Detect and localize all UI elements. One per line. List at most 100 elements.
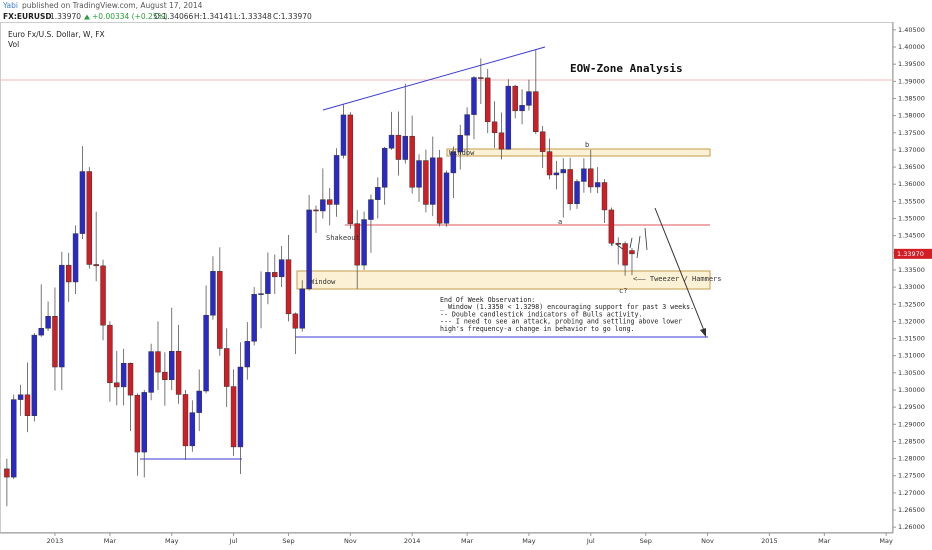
candle-body [100,265,106,326]
x-tick-label: Jul [586,537,595,545]
candle-body [533,91,539,132]
y-tick-label: 1.36000 [898,180,925,188]
y-tick-label: 1.32000 [898,317,925,325]
last-price: 1.33970 [50,12,81,21]
candle-body [162,371,168,380]
candle-body [148,351,154,393]
y-tick-label: 1.33500 [898,266,925,274]
annotation: c? [619,287,627,295]
symbol: FX:EURUSD [3,12,52,21]
candle-body [175,350,182,395]
projection-arrow [654,207,706,334]
candle-body [402,135,409,160]
x-tick-label: Mar [818,537,831,545]
x-tick-label: 2014 [404,537,421,545]
y-tick-label: 1.39000 [898,77,925,85]
candle-body [560,169,566,174]
candle-body [539,131,546,152]
y-tick-label: 1.37500 [898,129,925,137]
candle-body [333,155,340,205]
candle-body [388,134,395,149]
y-tick-label: 1.33000 [898,283,925,291]
candle-body [594,182,601,188]
candle-body [601,182,608,211]
window-zone [296,270,711,290]
candle-body [491,121,498,134]
candle-body [65,264,72,283]
candle-body [553,172,560,176]
candle-body [574,181,580,205]
candle-body [45,316,51,329]
y-tick-label: 1.30500 [898,369,925,377]
candle-body [155,351,161,373]
candle-body [196,390,202,413]
candle-body [127,362,134,396]
y-tick-label: 1.32500 [898,300,925,308]
candle-body [278,259,285,278]
candle-body [416,160,422,188]
y-tick-label: 1.35000 [898,215,925,223]
author[interactable]: Yabi [2,1,18,10]
candle-body [519,105,525,112]
candle-body [223,348,230,387]
annotation: b [585,141,589,149]
x-tick-label: Sep [640,537,652,545]
candle-body [285,259,292,315]
candle-body [484,77,491,123]
x-tick-label: Sep [282,537,294,545]
candle-body [512,85,518,112]
candle-body [182,394,189,447]
price-change: +0.00334 (+0.25%) [92,12,168,21]
y-tick-label: 1.31000 [898,352,925,360]
y-tick-label: 1.26500 [898,506,925,514]
candle-body [581,168,587,182]
y-tick-label: 1.34500 [898,232,925,240]
x-tick-label: 2013 [47,537,64,545]
candle-body [11,399,17,478]
candle-body [395,134,402,160]
candle-body [93,264,99,267]
candle-body [17,394,24,400]
candle-body [327,199,333,205]
x-tick-label: May [522,537,536,545]
candle-body [203,314,209,392]
x-tick-label: Nov [344,537,357,545]
note-line: high's frequency-a change in behavior to… [440,325,635,333]
candle-body [107,324,113,384]
price-tag-label: 1.33970 [897,250,924,258]
candle-body [251,294,257,342]
y-tick-label: 1.38500 [898,94,925,102]
x-tick-label: Jul [229,537,238,545]
price-tag [894,248,932,259]
y-tick-label: 1.30000 [898,386,925,394]
y-tick-label: 1.31500 [898,335,925,343]
y-tick-label: 1.27000 [898,489,925,497]
y-tick-label: 1.35500 [898,197,925,205]
x-tick-label: May [165,537,179,545]
window-zone-upper [446,148,711,157]
candle-body [526,91,532,106]
candle-body [368,199,374,220]
y-tick-label: 1.39500 [898,60,925,68]
note-line: _ Window (1.3350 < 1.3298) encouraging s… [440,303,694,311]
y-tick-label: 1.29500 [898,403,925,411]
y-tick-label: 1.40500 [898,26,925,34]
candle-body [230,386,237,448]
candle-body [450,151,457,174]
candle-body [24,394,31,416]
candle-body [272,272,278,278]
candle-body [134,394,141,453]
x-tick-label: Nov [701,537,714,545]
candle-body [258,293,264,295]
trend-line [322,46,546,111]
candle-body [464,114,470,136]
candle-body [622,243,628,266]
y-tick-label: 1.40000 [898,43,925,51]
y-tick-label: 1.28000 [898,455,925,463]
low-value: L:1.33348 [234,12,272,21]
candle-body [361,219,367,266]
candle-body [615,242,621,245]
note-line: -- Double candlestick indicators of Bull… [440,310,642,318]
high-value: H:1.34141 [194,12,233,21]
close-value: C:1.33970 [273,12,312,21]
